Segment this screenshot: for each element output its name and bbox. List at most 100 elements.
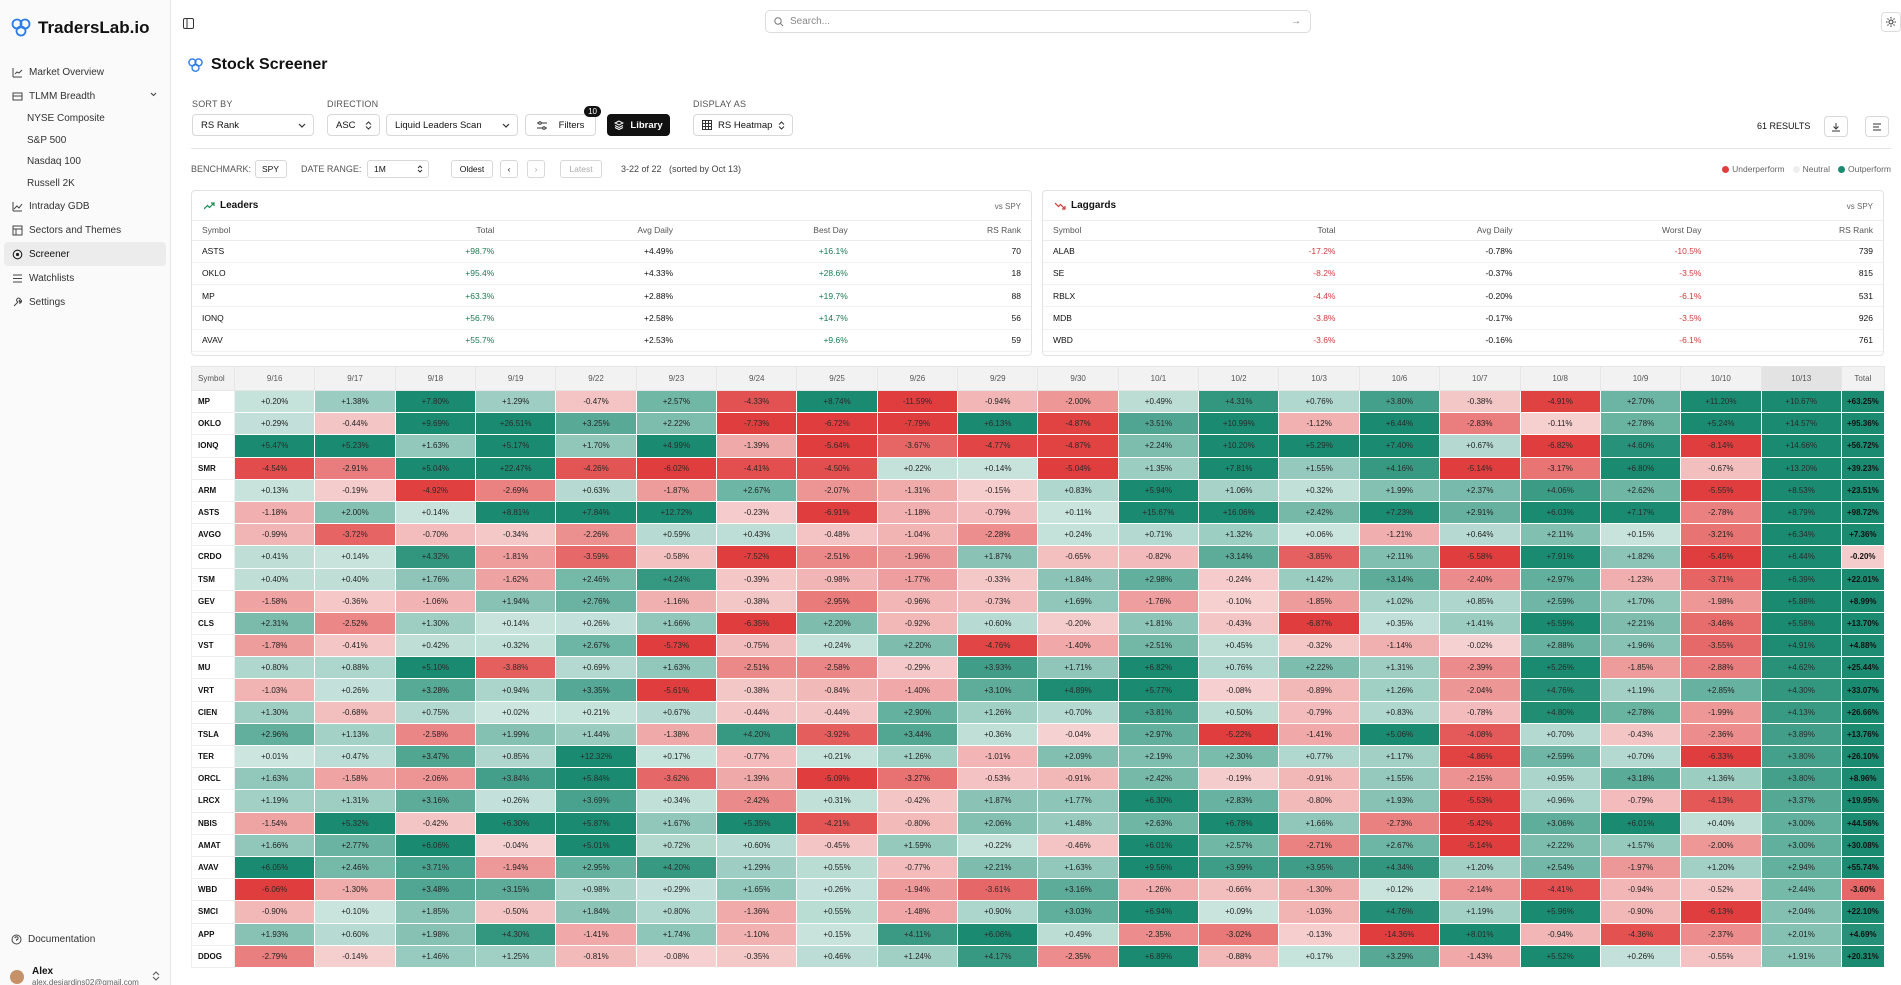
heatmap-date-header[interactable]: 10/3 [1278, 366, 1360, 391]
library-button[interactable]: Library [607, 114, 670, 136]
heatmap-row[interactable]: TER +0.01% +0.47% +3.47% +0.85% +12.32% +0.17%… [191, 744, 1885, 769]
sidebar-subitem-nyse[interactable]: NYSE Composite [27, 113, 105, 125]
theme-toggle-icon[interactable] [1881, 12, 1901, 32]
sidebar-subitem-nasdaq100[interactable]: Nasdaq 100 [27, 156, 81, 168]
symbol-cell[interactable]: AVGO [191, 523, 235, 547]
sidebar-item-intraday-gdb[interactable]: Intraday GDB [4, 194, 166, 218]
brand-logo[interactable]: TradersLab.io [10, 14, 149, 42]
leaders-row[interactable]: ASTS +98.7% +4.49% +16.1% 70 [192, 240, 1031, 263]
search-bar[interactable]: Search... → [765, 10, 1311, 33]
heatmap-row[interactable]: VST -1.78% -0.41% +0.42% +0.32% +2.67% -5.73% -… [191, 634, 1885, 658]
heatmap-row[interactable]: TSLA +2.96% +1.13% -2.58% +1.99% +1.44% -1.38%… [191, 722, 1885, 747]
direction-select[interactable]: ASC [327, 114, 380, 136]
symbol-cell[interactable]: WBD [191, 878, 235, 902]
laggards-col-header[interactable]: Symbol [1043, 221, 1197, 241]
heatmap-date-header[interactable]: 10/2 [1198, 366, 1280, 391]
symbol-cell[interactable]: APP [191, 922, 235, 946]
sidebar-item-market-overview[interactable]: Market Overview [4, 60, 166, 84]
laggards-row[interactable]: SE -8.2% -0.37% -3.5% 815 [1043, 262, 1883, 286]
leaders-row[interactable]: AVAV +55.7% +2.53% +9.6% 59 [192, 329, 1031, 352]
laggards-row[interactable]: WBD -3.6% -0.16% -6.1% 761 [1043, 329, 1883, 352]
heatmap-row[interactable]: ORCL +1.63% -1.58% -2.06% +3.84% +5.84% -3.62%… [191, 767, 1885, 791]
laggards-col-header[interactable]: Avg Daily [1345, 221, 1523, 241]
display-as-select[interactable]: RS Heatmap [693, 114, 793, 136]
heatmap-date-header[interactable]: 10/1 [1117, 366, 1200, 391]
symbol-cell[interactable]: MP [191, 389, 235, 414]
heatmap-date-header[interactable]: 10/8 [1519, 366, 1601, 391]
leaders-col-header[interactable]: Best Day [683, 221, 858, 241]
scan-select[interactable]: Liquid Leaders Scan [386, 114, 518, 136]
heatmap-row[interactable]: ASTS -1.18% +2.00% +0.14% +8.81% +7.84% +12.72… [191, 500, 1885, 525]
laggards-row[interactable]: RBLX -4.4% -0.20% -6.1% 531 [1043, 284, 1883, 308]
laggards-col-header[interactable]: Worst Day [1522, 221, 1712, 241]
leaders-row[interactable]: IONQ +56.7% +2.58% +14.7% 56 [192, 306, 1031, 330]
heatmap-row[interactable]: ARM +0.13% -0.19% -4.92% -2.69% +0.63% -1.87% +… [191, 478, 1885, 502]
heatmap-date-header[interactable]: 9/19 [475, 366, 557, 391]
sidebar-subitem-russell2k[interactable]: Russell 2K [27, 178, 75, 190]
heatmap-row[interactable]: CIEN +1.30% -0.68% +0.75% +0.02% +0.21% +0.67%… [191, 700, 1885, 724]
heatmap-date-header[interactable]: 9/26 [876, 366, 959, 391]
download-button[interactable] [1824, 116, 1848, 137]
heatmap-row[interactable]: LRCX +1.19% +1.31% +3.16% +0.26% +3.69% +0.34%… [191, 789, 1885, 813]
symbol-cell[interactable]: ORCL [191, 767, 235, 791]
leaders-col-header[interactable]: Symbol [192, 221, 347, 241]
sidebar-subitem-sp500[interactable]: S&P 500 [27, 134, 67, 146]
oldest-button[interactable]: Oldest [451, 160, 493, 178]
symbol-cell[interactable]: TSLA [191, 722, 235, 747]
heatmap-total-header[interactable]: Total [1840, 366, 1885, 391]
sidebar-item-sectors[interactable]: Sectors and Themes [4, 218, 166, 242]
heatmap-row[interactable]: AVGO -0.99% -3.72% -0.70% -0.34% -2.26% +0.59%… [191, 523, 1885, 547]
symbol-cell[interactable]: ASTS [191, 500, 235, 525]
heatmap-date-header[interactable]: 9/23 [635, 366, 718, 391]
symbol-cell[interactable]: AVAV [191, 855, 235, 880]
symbol-cell[interactable]: CLS [191, 611, 235, 636]
heatmap-row[interactable]: TSM +0.40% +0.40% +1.76% -1.62% +2.46% +4.24% -… [191, 567, 1885, 591]
heatmap-date-header[interactable]: 9/22 [555, 366, 637, 391]
heatmap-row[interactable]: NBIS -1.54% +5.32% -0.42% +6.30% +5.87% +1.67%… [191, 811, 1885, 835]
heatmap-date-header[interactable]: 10/10 [1680, 366, 1762, 391]
symbol-cell[interactable]: AMAT [191, 833, 235, 857]
heatmap-date-header[interactable]: 9/29 [957, 366, 1039, 391]
symbol-cell[interactable]: OKLO [191, 412, 235, 436]
latest-button[interactable]: Latest [560, 160, 602, 178]
user-menu[interactable]: Alex alex.desjardins02@gmail.com [10, 966, 160, 985]
sidebar-item-tlmm-breadth[interactable]: TLMM Breadth [4, 84, 166, 108]
leaders-col-header[interactable]: Avg Daily [504, 221, 684, 241]
heatmap-row[interactable]: WBD -6.06% -1.30% +3.48% +3.15% +0.98% +0.29% +… [191, 878, 1885, 902]
sidebar-toggle-icon[interactable] [183, 16, 194, 34]
leaders-row[interactable]: OKLO +95.4% +4.33% +28.6% 18 [192, 262, 1031, 286]
filters-button[interactable]: Filters 10 [525, 106, 601, 136]
symbol-cell[interactable]: CRDO [191, 545, 235, 569]
symbol-cell[interactable]: TER [191, 744, 235, 769]
leaders-row[interactable]: MP +63.3% +2.88% +19.7% 88 [192, 284, 1031, 308]
date-range-select[interactable]: 1M [367, 160, 429, 178]
heatmap-date-header[interactable]: 10/7 [1439, 366, 1521, 391]
documentation-link[interactable]: Documentation [11, 934, 95, 945]
heatmap-row[interactable]: IONQ +5.47% +5.23% +1.63% +5.17% +1.70% +4.99%… [191, 434, 1885, 458]
benchmark-input[interactable]: SPY [255, 160, 287, 178]
heatmap-row[interactable]: MU +0.80% +0.88% +5.10% -3.88% +0.69% +1.63% -2… [191, 656, 1885, 680]
heatmap-date-header[interactable]: 9/17 [314, 366, 396, 391]
heatmap-date-header[interactable]: 9/24 [716, 366, 798, 391]
leaders-col-header[interactable]: RS Rank [857, 221, 1031, 241]
search-input[interactable]: Search... [790, 16, 831, 27]
heatmap-date-header[interactable]: 10/6 [1358, 366, 1441, 391]
sidebar-item-watchlists[interactable]: Watchlists [4, 266, 166, 290]
heatmap-symbol-header[interactable]: Symbol [191, 366, 235, 391]
symbol-cell[interactable]: SMCI [191, 900, 235, 924]
heatmap-row[interactable]: GEV -1.58% -0.36% -1.06% +1.94% +2.76% -1.16% -… [191, 589, 1885, 613]
heatmap-date-header[interactable]: 9/16 [233, 366, 316, 391]
sidebar-item-settings[interactable]: Settings [4, 290, 166, 314]
heatmap-row[interactable]: OKLO +0.29% -0.44% +9.69% +26.51% +3.25% +2.22… [191, 412, 1885, 436]
heatmap-row[interactable]: CRDO +0.41% +0.14% +4.32% -1.81% -3.59% -0.58%… [191, 545, 1885, 569]
symbol-cell[interactable]: TSM [191, 567, 235, 591]
symbol-cell[interactable]: NBIS [191, 811, 235, 835]
laggards-row[interactable]: MDB -3.8% -0.17% -3.5% 926 [1043, 306, 1883, 330]
symbol-cell[interactable]: ARM [191, 478, 235, 502]
symbol-cell[interactable]: MU [191, 656, 235, 680]
heatmap-row[interactable]: VRT -1.03% +0.26% +3.28% +0.94% +3.35% -5.61% -… [191, 678, 1885, 702]
heatmap-row[interactable]: AMAT +1.66% +2.77% +6.06% -0.04% +5.01% +0.72%… [191, 833, 1885, 857]
heatmap-row[interactable]: APP +1.93% +0.60% +1.98% +4.30% -1.41% +1.74% -… [191, 922, 1885, 946]
symbol-cell[interactable]: VST [191, 634, 235, 658]
sidebar-item-screener[interactable]: Screener [4, 242, 166, 267]
